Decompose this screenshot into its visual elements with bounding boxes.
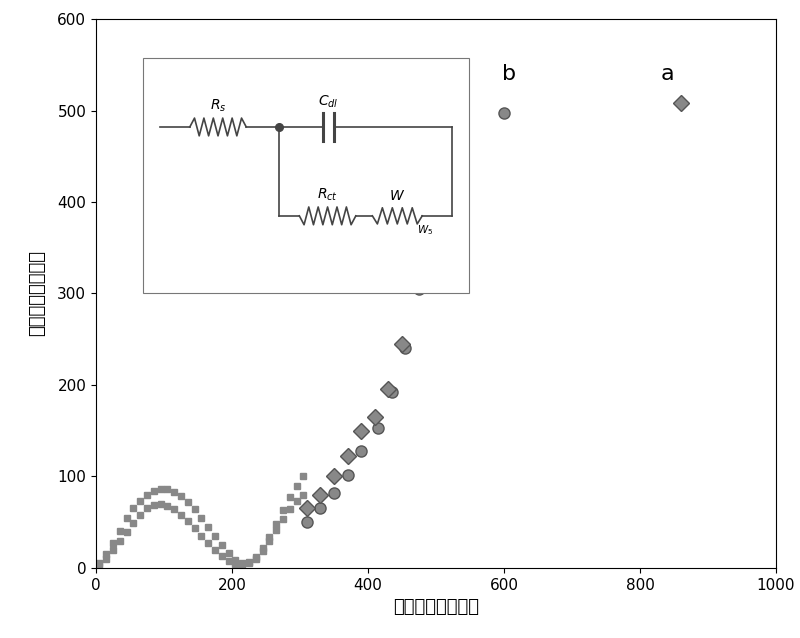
Text: $W$: $W$ (390, 189, 406, 203)
Text: $R_s$: $R_s$ (210, 98, 226, 114)
Text: $C_{dl}$: $C_{dl}$ (318, 94, 338, 110)
Text: $R_{ct}$: $R_{ct}$ (317, 186, 338, 203)
Y-axis label: 阻抗虚部（欧姆）: 阻抗虚部（欧姆） (28, 251, 46, 336)
Text: b: b (502, 64, 517, 84)
Text: a: a (660, 64, 674, 84)
Text: $W_5$: $W_5$ (418, 223, 434, 237)
X-axis label: 阻抗实部（欧姆）: 阻抗实部（欧姆） (393, 598, 479, 616)
